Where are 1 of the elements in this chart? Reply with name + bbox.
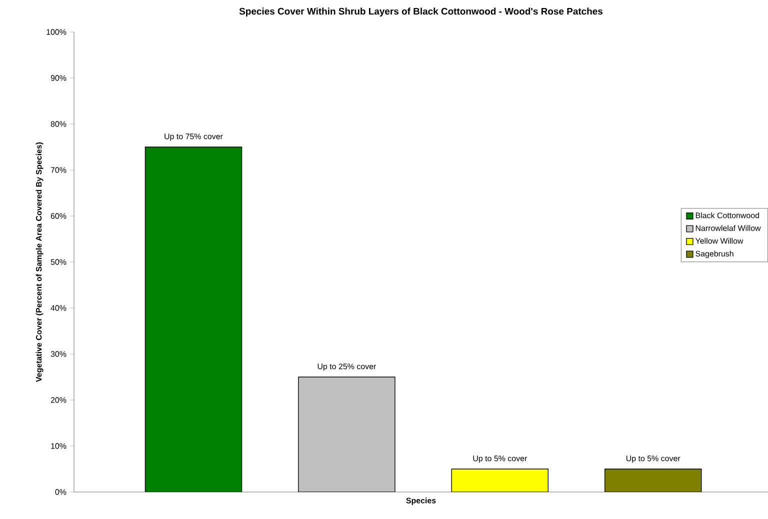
chart-title: Species Cover Within Shrub Layers of Black Cottonwood - Wood's Rose Patches — [239, 8, 603, 16]
